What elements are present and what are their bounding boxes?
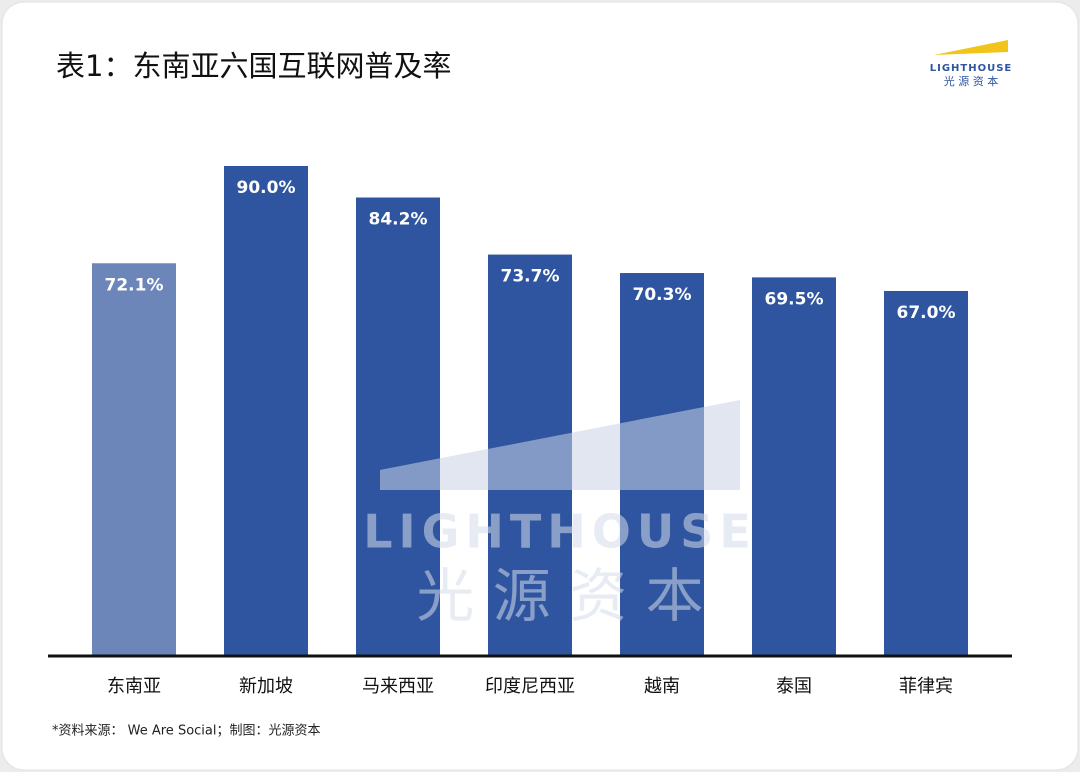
source-note: *资料来源： We Are Social；制图：光源资本 [52, 724, 320, 739]
logo-beam [934, 40, 1008, 55]
logo-brand: LIGHTHOUSE [930, 63, 1013, 74]
value-label: 67.0% [897, 303, 956, 323]
bar [752, 277, 836, 655]
bars: 72.1% 东南亚 90.0% 新加坡 84.2% 马来西亚 73.7% 印度尼西亚 70.3%… [92, 166, 968, 697]
bar [224, 166, 308, 655]
x-tick-label: 菲律宾 [899, 676, 953, 697]
value-label: 73.7% [501, 267, 560, 287]
value-label: 84.2% [369, 210, 428, 230]
x-tick-label: 越南 [644, 676, 680, 697]
value-label: 72.1% [105, 275, 164, 295]
watermark-name: 光 源 资 本 [416, 562, 703, 630]
value-label: 90.0% [237, 178, 296, 198]
value-label: 70.3% [633, 285, 692, 305]
chart-title: 表1：东南亚六国互联网普及率 [56, 49, 451, 83]
watermark-brand: LIGHTHOUSE [363, 505, 757, 559]
bar [356, 197, 440, 655]
watermark-beam [380, 400, 740, 490]
x-tick-label: 印度尼西亚 [485, 676, 575, 697]
logo-name: 光 源 资 本 [944, 74, 999, 88]
watermark: LIGHTHOUSE 光 源 资 本 [363, 400, 757, 630]
value-label: 69.5% [765, 289, 824, 309]
bar [92, 263, 176, 655]
bar [884, 290, 968, 655]
x-tick-label: 泰国 [776, 676, 812, 697]
x-tick-label: 新加坡 [239, 676, 293, 697]
x-tick-label: 东南亚 [107, 676, 161, 697]
x-tick-label: 马来西亚 [362, 676, 434, 697]
